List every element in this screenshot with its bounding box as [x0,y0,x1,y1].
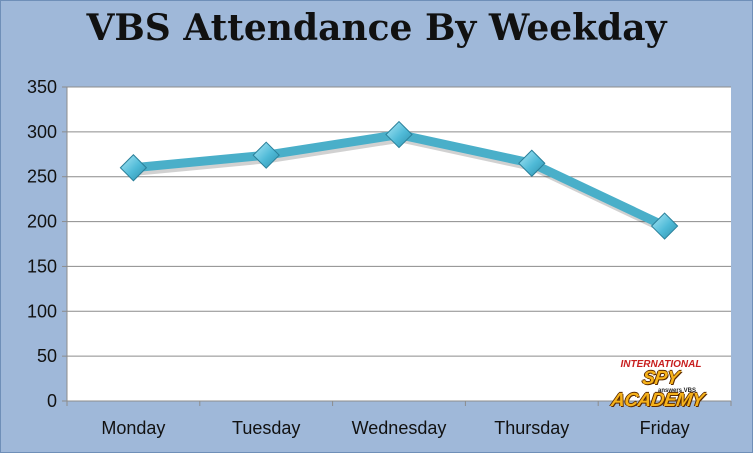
data-point-tuesday [252,141,280,169]
series-group [119,120,679,240]
y-tick-label: 100 [27,301,57,321]
x-tick-label: Friday [640,418,690,438]
x-tick-label: Tuesday [232,418,300,438]
data-point-wednesday [385,120,413,149]
y-tick-label: 50 [37,346,57,366]
data-point-monday [119,154,148,182]
chart-title: VBS Attendance By Weekday [86,7,667,49]
x-tick-label: Monday [101,418,165,438]
spy-academy-logo: INTERNATIONAL SPY ACADEMY answers VBS [593,359,725,411]
x-axis: Monday Tuesday Wednesday Thursday Friday [66,400,732,438]
x-tick-label: Thursday [494,418,569,438]
y-tick-label: 200 [27,212,57,232]
y-tick-label: 0 [47,391,57,411]
y-tick-label: 250 [27,167,57,187]
logo-top-text: INTERNATIONAL [620,359,702,370]
data-point-friday [650,212,679,240]
y-tick-label: 350 [27,77,57,97]
y-tick-label: 150 [27,256,57,276]
y-tick-label: 300 [27,122,57,142]
data-point-thursday [518,149,546,177]
x-tick-label: Wednesday [352,418,447,438]
y-axis: 0 50 100 150 200 250 300 350 [27,77,68,411]
logo-sub-text: answers VBS [657,388,697,394]
